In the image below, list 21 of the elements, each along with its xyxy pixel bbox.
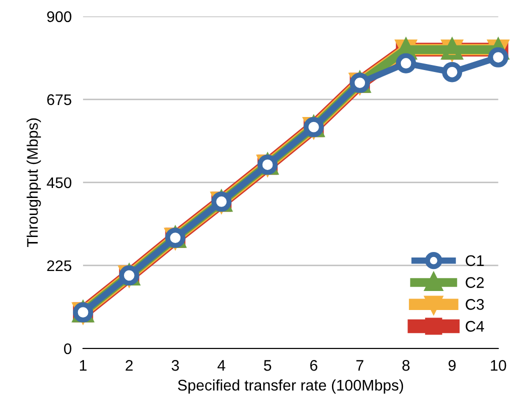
- y-tick-label: 0: [64, 343, 72, 354]
- y-tick-label: 225: [47, 260, 72, 272]
- x-tick-label: 7: [356, 360, 364, 371]
- x-tick-label: 6: [310, 360, 318, 371]
- x-tick-label: 3: [172, 360, 179, 371]
- x-axis-title: Specified transfer rate (100Mbps): [178, 379, 404, 394]
- legend-label: C3: [466, 299, 484, 310]
- x-tick-label: 2: [126, 360, 133, 371]
- y-tick-label: 900: [47, 11, 72, 22]
- y-axis-title: Throughput (Mbps): [26, 118, 41, 248]
- x-tick-label: 10: [490, 360, 506, 371]
- x-tick-label: 4: [218, 360, 226, 371]
- x-tick-label: 9: [448, 360, 456, 371]
- x-tick-label: 1: [80, 360, 87, 371]
- y-tick-label: 450: [46, 177, 72, 188]
- legend-label: C4: [466, 320, 484, 332]
- x-tick-label: 5: [264, 360, 272, 371]
- y-tick-label: 675: [47, 94, 72, 106]
- x-tick-label: 8: [402, 360, 410, 371]
- legend-label: C2: [466, 277, 484, 288]
- legend-label: C1: [466, 255, 484, 266]
